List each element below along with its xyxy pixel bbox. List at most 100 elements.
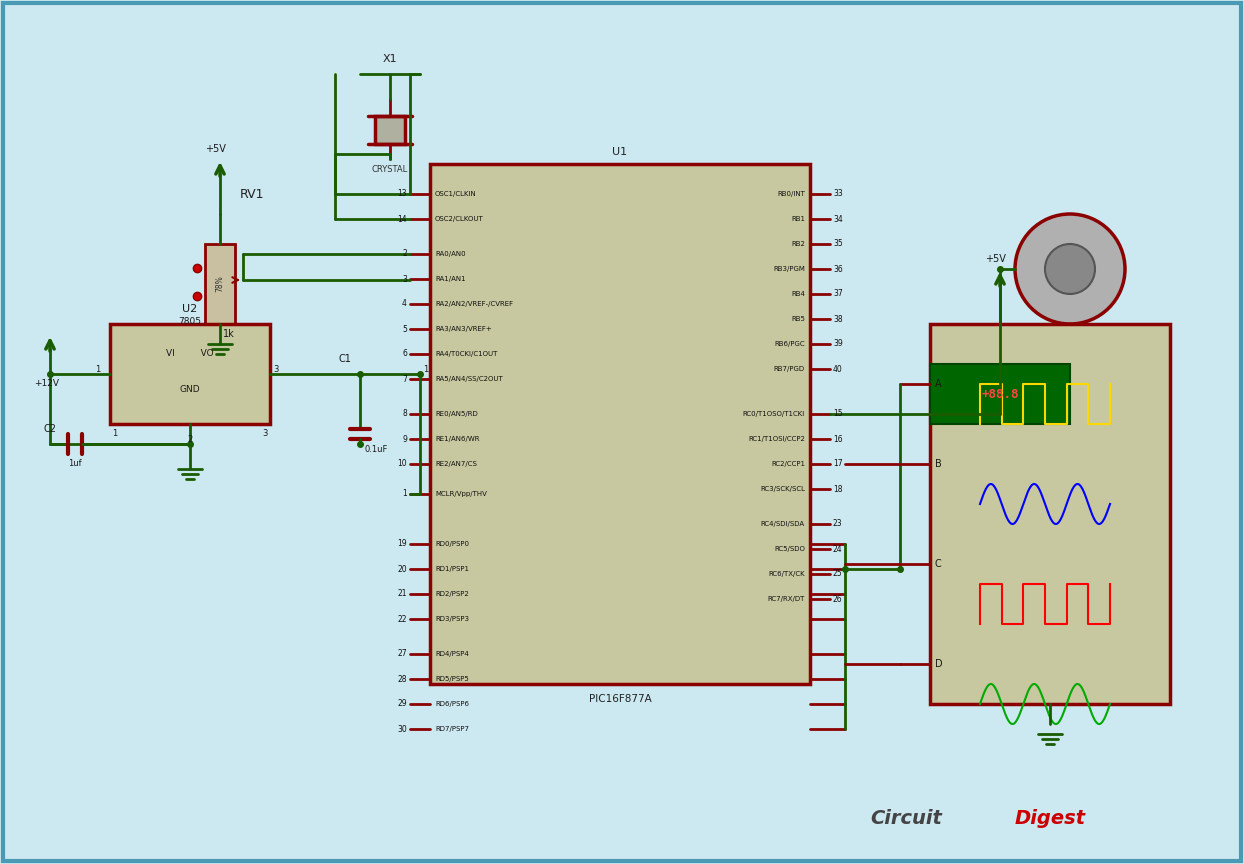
Text: RC3/SCK/SCL: RC3/SCK/SCL — [760, 486, 805, 492]
Text: 35: 35 — [833, 239, 842, 249]
Text: RD2/PSP2: RD2/PSP2 — [435, 591, 469, 597]
Text: 27: 27 — [397, 650, 407, 658]
Text: Digest: Digest — [1015, 810, 1086, 829]
Bar — [430, 164, 810, 684]
Text: +12V: +12V — [35, 379, 60, 389]
Text: +5V: +5V — [204, 144, 225, 154]
Text: RB0/INT: RB0/INT — [778, 191, 805, 197]
Text: 1: 1 — [95, 365, 101, 373]
Text: CRYSTAL: CRYSTAL — [372, 164, 408, 174]
Text: RB3/PGM: RB3/PGM — [773, 266, 805, 272]
Text: 40: 40 — [833, 365, 842, 373]
Text: OSC2/CLKOUT: OSC2/CLKOUT — [435, 216, 484, 222]
Text: 39: 39 — [833, 340, 842, 348]
Text: 18: 18 — [833, 485, 842, 493]
Text: 78%: 78% — [215, 276, 224, 292]
Text: 5: 5 — [402, 325, 407, 334]
Text: 20: 20 — [397, 564, 407, 574]
Text: 3: 3 — [402, 275, 407, 283]
Text: 2: 2 — [402, 250, 407, 258]
Text: 23: 23 — [833, 519, 842, 529]
Text: U1: U1 — [612, 147, 627, 157]
Text: X1: X1 — [383, 54, 397, 64]
Text: RD6/PSP6: RD6/PSP6 — [435, 701, 469, 707]
Text: RE1/AN6/WR: RE1/AN6/WR — [435, 436, 479, 442]
Text: 34: 34 — [833, 214, 842, 224]
Text: D: D — [935, 659, 943, 669]
Bar — [931, 324, 1171, 704]
Text: 9: 9 — [402, 435, 407, 443]
Text: 2: 2 — [188, 435, 193, 443]
Text: 13: 13 — [397, 189, 407, 199]
Text: RA0/AN0: RA0/AN0 — [435, 251, 465, 257]
Text: RB5: RB5 — [791, 316, 805, 322]
Text: 24: 24 — [833, 544, 842, 554]
Text: 15: 15 — [833, 410, 842, 418]
Text: U2: U2 — [183, 304, 198, 314]
Text: RD4/PSP4: RD4/PSP4 — [435, 651, 469, 657]
Text: 16: 16 — [833, 435, 842, 443]
Text: PIC16F877A: PIC16F877A — [588, 694, 652, 704]
Text: 17: 17 — [833, 460, 842, 468]
Text: RC4/SDI/SDA: RC4/SDI/SDA — [761, 521, 805, 527]
Text: VI         VO: VI VO — [167, 350, 214, 359]
Text: 1: 1 — [112, 429, 118, 439]
Text: 3: 3 — [272, 365, 279, 373]
Text: 22: 22 — [398, 614, 407, 624]
Text: 38: 38 — [833, 314, 842, 323]
Text: +5V: +5V — [984, 254, 1005, 264]
Text: C: C — [935, 559, 942, 569]
Bar — [931, 364, 1070, 424]
Circle shape — [1045, 244, 1095, 294]
Bar — [109, 324, 270, 424]
Text: 14: 14 — [397, 214, 407, 224]
Text: A: A — [935, 379, 942, 389]
Text: RB7/PGD: RB7/PGD — [774, 366, 805, 372]
Text: 37: 37 — [833, 289, 842, 298]
Text: 29: 29 — [397, 700, 407, 708]
Text: RB4: RB4 — [791, 291, 805, 297]
Text: 26: 26 — [833, 594, 842, 603]
Text: 1uf: 1uf — [68, 460, 82, 468]
Text: RD1/PSP1: RD1/PSP1 — [435, 566, 469, 572]
Bar — [374, 116, 406, 144]
Text: GND: GND — [179, 384, 200, 393]
Text: RC5/SDO: RC5/SDO — [774, 546, 805, 552]
Text: RC2/CCP1: RC2/CCP1 — [771, 461, 805, 467]
Text: RA3/AN3/VREF+: RA3/AN3/VREF+ — [435, 326, 491, 332]
Text: RB2: RB2 — [791, 241, 805, 247]
Text: 8: 8 — [402, 410, 407, 418]
Text: RC6/TX/CK: RC6/TX/CK — [769, 571, 805, 577]
Text: 4: 4 — [402, 300, 407, 308]
Text: MCLR/Vpp/THV: MCLR/Vpp/THV — [435, 491, 486, 497]
Text: 36: 36 — [833, 264, 842, 274]
Text: 1: 1 — [423, 365, 428, 373]
Text: 21: 21 — [398, 589, 407, 599]
Text: 19: 19 — [397, 539, 407, 549]
Text: RC0/T1OSO/T1CKI: RC0/T1OSO/T1CKI — [743, 411, 805, 417]
Text: RA1/AN1: RA1/AN1 — [435, 276, 465, 282]
Text: Circuit: Circuit — [870, 810, 942, 829]
Text: 7: 7 — [402, 374, 407, 384]
Text: RC7/RX/DT: RC7/RX/DT — [768, 596, 805, 602]
Text: 28: 28 — [398, 675, 407, 683]
Text: 1k: 1k — [223, 329, 235, 339]
Text: RB6/PGC: RB6/PGC — [774, 341, 805, 347]
Text: 0.1uF: 0.1uF — [364, 444, 388, 454]
Text: 30: 30 — [397, 725, 407, 734]
Text: RA5/AN4/SS/C2OUT: RA5/AN4/SS/C2OUT — [435, 376, 503, 382]
Text: B: B — [935, 459, 942, 469]
Text: 1: 1 — [402, 490, 407, 499]
Text: RC1/T1OSI/CCP2: RC1/T1OSI/CCP2 — [748, 436, 805, 442]
Text: 3: 3 — [262, 429, 267, 439]
Text: RE0/AN5/RD: RE0/AN5/RD — [435, 411, 478, 417]
Text: 10: 10 — [397, 460, 407, 468]
Text: RB1: RB1 — [791, 216, 805, 222]
Text: 6: 6 — [402, 350, 407, 359]
Text: 25: 25 — [833, 569, 842, 579]
Text: RE2/AN7/CS: RE2/AN7/CS — [435, 461, 476, 467]
Text: RA4/T0CKI/C1OUT: RA4/T0CKI/C1OUT — [435, 351, 498, 357]
Text: RV1: RV1 — [240, 187, 265, 200]
Text: C1: C1 — [338, 354, 352, 364]
Text: RD5/PSP5: RD5/PSP5 — [435, 676, 469, 682]
